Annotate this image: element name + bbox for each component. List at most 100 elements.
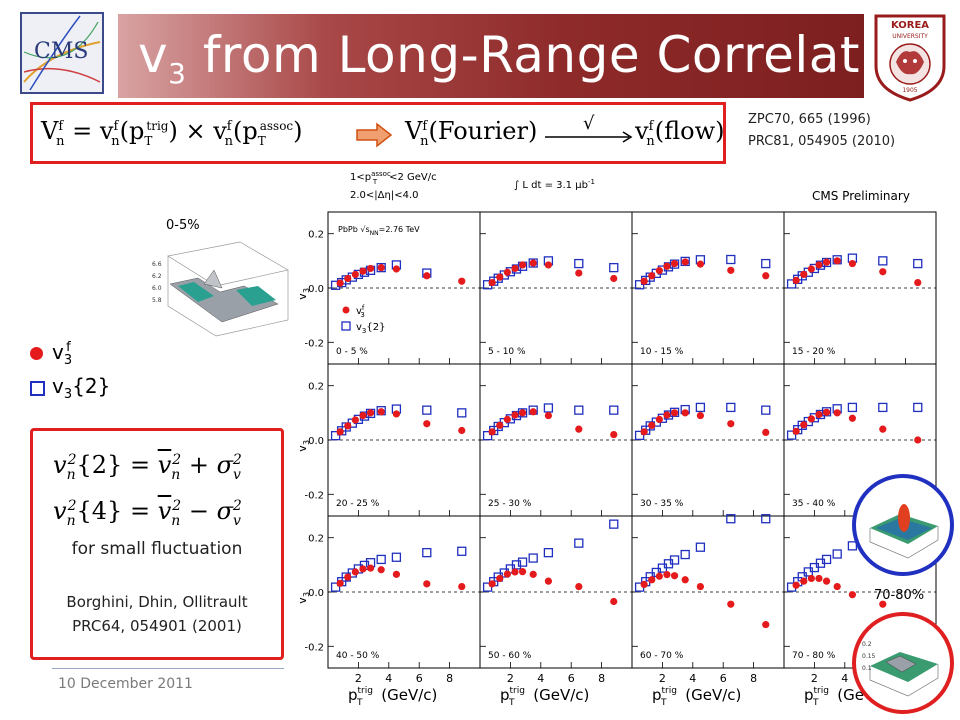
v3f-point — [488, 278, 496, 287]
v3f-point — [879, 425, 887, 433]
assoc-sup: assoc — [371, 170, 391, 178]
v3f-point — [336, 579, 344, 587]
v3f-point — [879, 600, 887, 608]
v3f-point — [640, 277, 648, 285]
chart-deta-cut: 2.0<|Δη|<4.0 — [350, 190, 418, 201]
x-axis-rest: (GeV/c) — [376, 686, 437, 704]
v3f-point — [544, 577, 552, 585]
v3f-point — [503, 268, 511, 276]
y-axis-sub: 3 — [302, 592, 311, 597]
y-tick-label: 0.0 — [308, 436, 324, 447]
x-tick-label: 6 — [416, 672, 423, 685]
v3f-point — [800, 270, 808, 279]
v3f-point — [833, 409, 841, 417]
v3-2-point — [913, 258, 923, 269]
slide-title: v3 from Long-Range Correlations — [138, 26, 960, 90]
v3-2-point — [832, 549, 842, 559]
v3f-point — [914, 436, 922, 444]
x-axis-rest: (GeV/c) — [528, 686, 589, 704]
x-tick-label: 4 — [537, 672, 544, 685]
arrow-right-icon — [356, 122, 393, 148]
v3f-point — [529, 570, 537, 578]
v3f-point — [640, 428, 648, 436]
v3f-point — [344, 274, 352, 283]
v3f-point — [833, 257, 841, 265]
v3-2-point — [574, 258, 584, 269]
svg-text:1905: 1905 — [902, 87, 917, 94]
panel-centrality-label: 30 - 35 % — [640, 499, 684, 509]
v3f-point — [762, 272, 770, 280]
y-tick-label: 0.2 — [308, 534, 324, 545]
v3f-point — [800, 421, 808, 429]
equation-v4: vn2{4} = vn2 − σv2 — [53, 497, 242, 529]
authors-citation: Borghini, Dhin, Ollitrault — [66, 593, 248, 611]
svg-text:5.8: 5.8 — [152, 297, 162, 304]
central-label: 0-5% — [166, 218, 200, 233]
panel-frame-10 — [479, 515, 633, 669]
panel-centrality-label: 70 - 80 % — [792, 651, 836, 661]
peripheral-inset-blue — [852, 474, 954, 576]
v3f-point — [879, 268, 887, 276]
peripheral-label: 70-80% — [874, 588, 925, 603]
y-axis-sup: f — [300, 593, 302, 596]
v3f-point — [511, 264, 519, 273]
v3-2-point — [726, 254, 736, 265]
panel-frame-1 — [327, 211, 481, 365]
v3-panel-grid-chart: 1<passoc T <2 GeV/c2.0<|Δη|<4.0∫ L dt = 3.… — [300, 170, 937, 708]
v3f-point — [392, 265, 400, 273]
x-tick-label: 2 — [507, 672, 514, 685]
svg-text:6.6: 6.6 — [152, 261, 162, 268]
chart-assoc-cut: 1<passoc T <2 GeV/c — [350, 170, 437, 186]
x-tick-label: 2 — [659, 672, 666, 685]
x-axis-sub: T — [356, 698, 363, 708]
v3f-point — [727, 600, 735, 608]
formula-left: Vfn = vfn(pTtrig) × vfn(pTassoc) — [41, 117, 303, 149]
v3-2-point — [330, 582, 341, 592]
v3f-point — [807, 574, 815, 583]
panel-frame-6 — [479, 363, 633, 517]
fluctuation-box: vn2{2} = vn2 + σv2 vn2{4} = vn2 − σv2 fo… — [30, 428, 284, 660]
panel-centrality-label: 50 - 60 % — [488, 651, 532, 661]
v3f-point — [518, 409, 527, 417]
central-correlation-inset: 6.6 6.2 6.0 5.8 — [148, 236, 296, 340]
v3-2-point — [528, 553, 538, 563]
v3-2-point — [574, 405, 584, 415]
v3f-point — [359, 411, 367, 420]
v3-2-point — [609, 405, 619, 415]
v3-2-point — [695, 542, 706, 552]
v3f-point — [511, 411, 519, 419]
panel-centrality-label: 10 - 15 % — [640, 347, 684, 357]
v3f-point — [648, 421, 656, 429]
v3-2-point — [422, 547, 432, 558]
v3f-point — [496, 421, 504, 429]
v3f-point — [696, 582, 704, 591]
panel-centrality-label: 5 - 10 % — [488, 347, 526, 357]
v3f-point — [503, 570, 511, 578]
y-axis-sup: f — [300, 441, 302, 444]
y-axis-label: v3f — [300, 592, 311, 604]
v3f-point — [815, 261, 823, 269]
svg-text:6.2: 6.2 — [152, 273, 162, 280]
v3f-point — [681, 258, 689, 266]
v3-2-point — [726, 402, 736, 413]
v3-2-point — [517, 408, 528, 418]
v3-2-point — [847, 402, 858, 413]
v3f-point — [359, 565, 367, 573]
assoc-sub: T — [372, 178, 378, 186]
v3f-point — [807, 415, 815, 423]
formula-box: Vfn = vfn(pTtrig) × vfn(pTassoc) Vfn(Fou… — [30, 102, 726, 164]
v3f-point — [792, 427, 800, 435]
x-tick-label: 4 — [841, 672, 848, 685]
v3f-point — [575, 425, 583, 433]
v3f-point — [344, 422, 352, 430]
v3-2-point — [457, 408, 467, 418]
v3f-point — [351, 568, 359, 576]
panel-centrality-label: 60 - 70 % — [640, 651, 684, 661]
v3f-point — [366, 264, 375, 273]
panel-frame-4 — [783, 211, 937, 365]
v3-2-point — [695, 402, 706, 413]
v3f-point — [681, 576, 689, 584]
v3-2-point — [680, 549, 690, 560]
v3f-point — [359, 267, 367, 275]
